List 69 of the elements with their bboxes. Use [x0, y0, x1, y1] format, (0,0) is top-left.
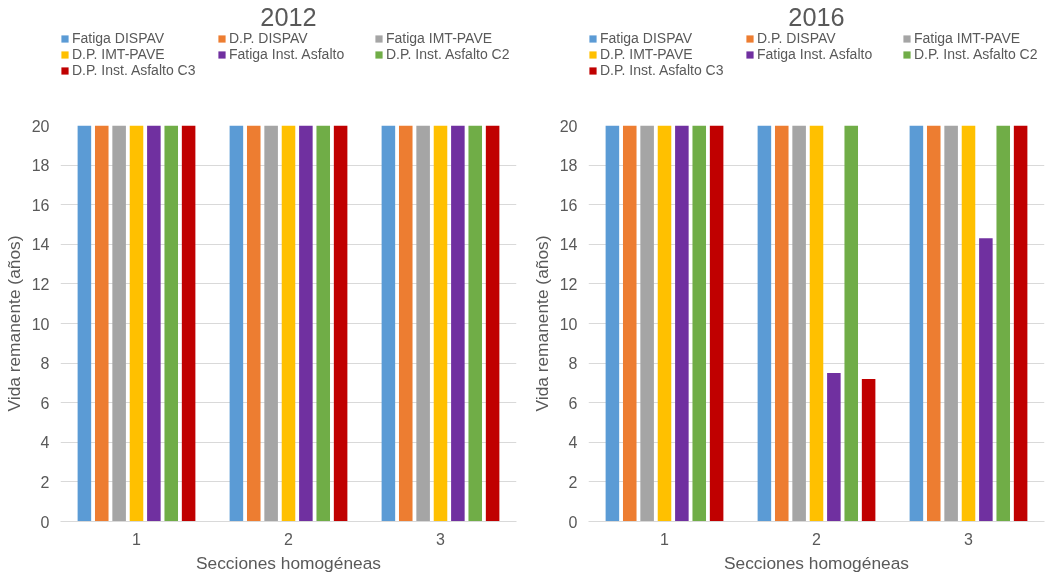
legend-label: D.P. Inst. Asfalto C3: [72, 62, 197, 78]
bar: [861, 378, 876, 522]
bar: [844, 125, 859, 522]
y-tick-label: 14: [31, 236, 50, 254]
y-axis-title: Vida remanente (años): [531, 235, 552, 412]
y-tick-label: 12: [31, 275, 50, 293]
legend-label: Fatiga IMT-PAVE: [386, 30, 494, 46]
bar: [774, 125, 789, 522]
y-tick-label: 14: [559, 236, 578, 254]
x-tick-label: 1: [660, 530, 670, 548]
legend-label: Fatiga DISPAV: [72, 30, 166, 46]
x-tick-label: 1: [132, 530, 142, 548]
y-tick-label: 20: [559, 117, 578, 135]
legend-label: Fatiga Inst. Asfalto: [757, 46, 874, 62]
y-tick-label: 18: [559, 157, 578, 175]
bar: [996, 125, 1011, 522]
bar: [709, 125, 724, 522]
chart-title: 2012: [260, 2, 317, 31]
y-tick-label: 0: [40, 513, 50, 531]
y-tick-label: 2: [40, 473, 50, 491]
x-tick-label: 2: [284, 530, 294, 548]
bar: [1013, 125, 1028, 522]
legend-label: D.P. IMT-PAVE: [72, 46, 166, 62]
bar: [792, 125, 806, 522]
x-tick-label: 3: [964, 530, 974, 548]
bar: [926, 125, 941, 522]
y-tick-label: 0: [568, 513, 578, 531]
x-tick-label: 2: [812, 530, 822, 548]
bar: [757, 125, 772, 522]
bar: [622, 125, 637, 522]
bar: [640, 125, 654, 522]
legend-label: D.P. Inst. Asfalto C2: [386, 46, 511, 62]
legend-label: Fatiga DISPAV: [600, 30, 694, 46]
chart-title: 2016: [788, 2, 845, 31]
y-tick-label: 20: [31, 117, 50, 135]
legend-label: Fatiga IMT-PAVE: [914, 30, 1022, 46]
bar: [605, 125, 620, 522]
y-tick-label: 6: [40, 394, 50, 412]
y-tick-label: 4: [568, 434, 578, 452]
bar: [944, 125, 958, 522]
x-axis-title: Secciones homogéneas: [724, 552, 910, 573]
legend-label: D.P. DISPAV: [229, 30, 309, 46]
y-tick-label: 8: [568, 355, 578, 373]
bar: [657, 125, 672, 522]
bar: [909, 125, 924, 522]
legend-label: D.P. DISPAV: [757, 30, 837, 46]
y-tick-label: 10: [559, 315, 578, 333]
bar: [692, 125, 707, 522]
legend-label: D.P. Inst. Asfalto C2: [914, 46, 1039, 62]
y-tick-label: 6: [568, 394, 578, 412]
y-tick-label: 8: [40, 355, 50, 373]
legend-label: D.P. Inst. Asfalto C3: [600, 62, 725, 78]
y-tick-label: 2: [568, 473, 578, 491]
y-tick-label: 10: [31, 315, 50, 333]
legend-label: D.P. IMT-PAVE: [600, 46, 694, 62]
y-tick-label: 16: [31, 196, 50, 214]
y-tick-label: 4: [40, 434, 50, 452]
y-axis-title: Vida remanente (años): [3, 235, 24, 412]
bar: [675, 125, 689, 522]
x-tick-label: 3: [436, 530, 446, 548]
y-tick-label: 16: [559, 196, 578, 214]
bar: [961, 125, 976, 522]
y-tick-label: 18: [31, 157, 50, 175]
legend-label: Fatiga Inst. Asfalto: [229, 46, 346, 62]
bar: [809, 125, 824, 522]
bar: [979, 238, 993, 522]
x-axis-title: Secciones homogéneas: [196, 552, 382, 573]
y-tick-label: 12: [559, 275, 578, 293]
bar: [827, 373, 841, 522]
